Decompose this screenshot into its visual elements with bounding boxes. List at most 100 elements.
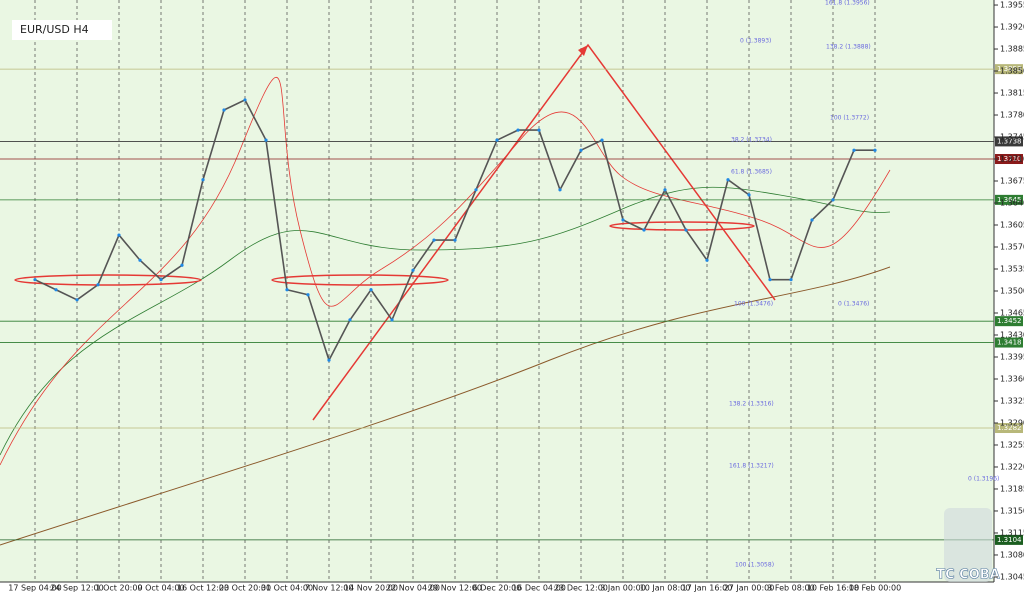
x-tick-label: 17 Jan 16:00 [682,584,733,593]
x-tick-label: 23 Dec 12:00 [554,584,608,593]
price-point [705,258,709,262]
y-tick-label: 1.3920 [1000,23,1024,32]
y-tick-label: 1.3360 [1000,374,1024,383]
price-point [579,148,583,152]
level-box [995,337,1023,348]
price-point [285,288,289,292]
x-tick-label: 7 Nov 12:00 [305,584,354,593]
price-point [369,288,373,292]
y-tick-label: 1.3535 [1000,265,1024,274]
marks [33,98,877,363]
x-tick-label: 14 Nov 20:00 [344,584,398,593]
fib-label: 0 (1.3196) [968,476,999,483]
level-box [995,136,1023,147]
axis-background [994,0,1024,594]
price-point [537,128,541,132]
y-tick-label: 1.3675 [1000,177,1024,186]
y-tick-label: 1.3570 [1000,243,1024,252]
fib-label: 38.2 (1.3734) [731,137,772,144]
price-point [726,178,730,182]
price-point [390,318,394,322]
level-box [995,316,1023,327]
level-label: 1.3418 [997,339,1022,347]
y-tick-label: 1.3815 [1000,89,1024,98]
price-point [117,233,121,237]
level-label: 1.3104 [997,536,1022,544]
x-tick-label: 16 Oct 12:00 [177,584,229,593]
level-label: 1.3645 [997,196,1022,204]
price-point [558,188,562,192]
price-point [54,288,58,292]
level-label: 1.3710 [997,155,1022,163]
ma-mid [0,186,891,456]
y-tick-label: 1.3605 [1000,221,1024,230]
level-label: 1.3452 [997,317,1022,325]
x-tick-label: 22 Nov 04:00 [386,584,440,593]
level-label: 1.3738 [997,137,1022,145]
watermark: TC COBA [936,568,1000,583]
x-tick-label: 27 Jan 00:00 [724,584,775,593]
price-point [222,108,226,112]
fib-label: 100 (1.3476) [734,301,773,308]
x-tick-label: 18 Feb 00:00 [849,584,901,593]
y-tick-label: 1.3500 [1000,287,1024,296]
range-ellipse [14,274,202,286]
y-tick-label: 1.3395 [1000,352,1024,361]
y-tick-label: 1.3780 [1000,111,1024,120]
price-point [96,283,100,287]
price-point [768,278,772,282]
arrow [578,45,588,56]
price-point [810,218,814,222]
price-point [663,188,667,192]
x-tick-label: 17 Sep 04:00 [8,584,61,593]
y-tick-label: 1.3325 [1000,396,1024,405]
y-tick-label: 1.3290 [1000,418,1024,427]
price-point [642,228,646,232]
y-tick-label: 1.3255 [1000,440,1024,449]
ma-short [0,76,891,466]
fib-label: 161.8 (1.3217) [729,463,774,470]
x-tick-label: 10 Feb 16:00 [807,584,859,593]
level-label: 1.3853 [997,65,1022,73]
price-point [621,218,625,222]
price-point [201,178,205,182]
y-tick-label: 1.3465 [1000,308,1024,317]
level-box [995,64,1023,75]
price-point [789,278,793,282]
price-point [600,138,604,142]
price-point [264,138,268,142]
y-tick-label: 1.3115 [1000,528,1024,537]
price-point [432,238,436,242]
fib-label: 100 (1.3058) [735,562,774,569]
level-box [995,154,1023,165]
price-point [873,148,877,152]
price-point [453,238,457,242]
price-point [684,228,688,232]
fib-label: 100 (1.3772) [830,115,869,122]
y-tick-label: 1.3150 [1000,506,1024,515]
ma-long [0,266,891,546]
x-tick-label: 31 Oct 04:00 [261,584,313,593]
price-point [306,293,310,297]
y-tick-label: 1.3850 [1000,67,1024,76]
fib-label: 0 (1.3476) [838,301,869,308]
levels: 1.3853 1.3738 1.3710 1.3645 1.3452 1.3418 1.32… [0,64,1023,545]
y-tick-label: 1.3885 [1000,45,1024,54]
price-point [159,278,163,282]
price-point [474,188,478,192]
x-tick-label: 6 Dec 20:00 [473,584,522,593]
level-box [995,423,1023,434]
price-point [495,138,499,142]
fib-label: 138.2 (1.3888) [826,44,871,51]
price-point [831,198,835,202]
x-tick-label: 23 Oct 20:00 [219,584,271,593]
price-point [348,318,352,322]
price-point [180,263,184,267]
logo [944,508,992,582]
x-tick-label: 24 Sep 12:00 [50,584,103,593]
x-tick-label: 3 Feb 08:00 [767,584,814,593]
x-tick-label: 29 Nov 12:00 [428,584,482,593]
y-tick-label: 1.3955 [1000,1,1024,10]
x-tick-label: 16 Dec 04:00 [512,584,566,593]
